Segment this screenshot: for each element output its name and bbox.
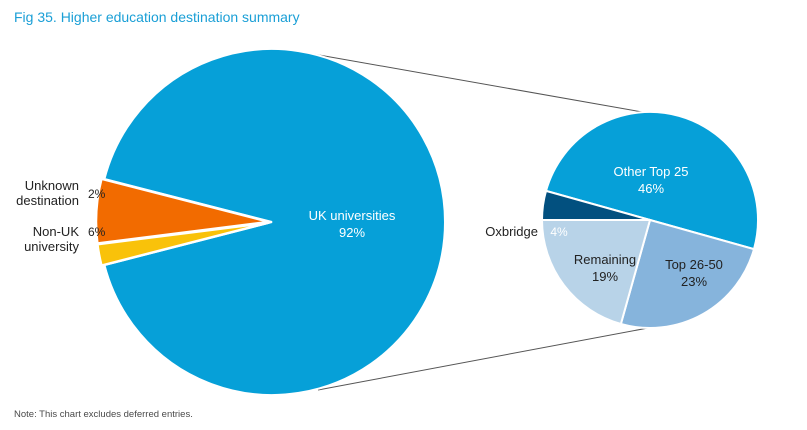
label-oxbridge: Oxbridge xyxy=(485,224,538,239)
label-remaining: Remaining xyxy=(574,252,636,267)
label-top-26-50: Top 26-50 xyxy=(665,257,723,272)
label-uk-universities: UK universities xyxy=(309,208,396,223)
label-non-uk-university-line2: university xyxy=(24,239,79,254)
chart-labels: UK universities 92% 2% 6% Unknowndestination… xyxy=(16,164,723,289)
connector-line-bottom xyxy=(317,327,649,391)
slice-top-26-50 xyxy=(619,218,756,329)
value-oxbridge: 4% xyxy=(550,225,568,239)
breakdown-pie xyxy=(540,110,759,329)
slice-uk-universities xyxy=(103,48,446,396)
connector-lines xyxy=(301,51,649,391)
slice-remaining xyxy=(540,219,652,326)
main-pie xyxy=(94,48,446,396)
label-unknown-destination-line2: destination xyxy=(16,193,79,208)
figure-title: Fig 35. Higher education destination sum… xyxy=(14,9,300,25)
value-top-26-50: 23% xyxy=(681,274,707,289)
label-other-top-25: Other Top 25 xyxy=(614,164,689,179)
slice-other-top-25 xyxy=(544,110,759,251)
value-remaining: 19% xyxy=(592,269,618,284)
value-non-uk-university: 6% xyxy=(88,225,106,239)
label-non-uk-university-line1: Non-UK xyxy=(33,224,80,239)
value-unknown-destination: 2% xyxy=(88,187,106,201)
value-other-top-25: 46% xyxy=(638,181,664,196)
value-uk-universities: 92% xyxy=(339,225,365,240)
slice-oxbridge xyxy=(540,189,651,221)
slice-non-uk-university xyxy=(94,177,270,245)
chart-note: Note: This chart excludes deferred entri… xyxy=(14,409,193,420)
label-unknown-destination-line1: Unknown xyxy=(25,178,79,193)
connector-line-top xyxy=(301,51,649,114)
